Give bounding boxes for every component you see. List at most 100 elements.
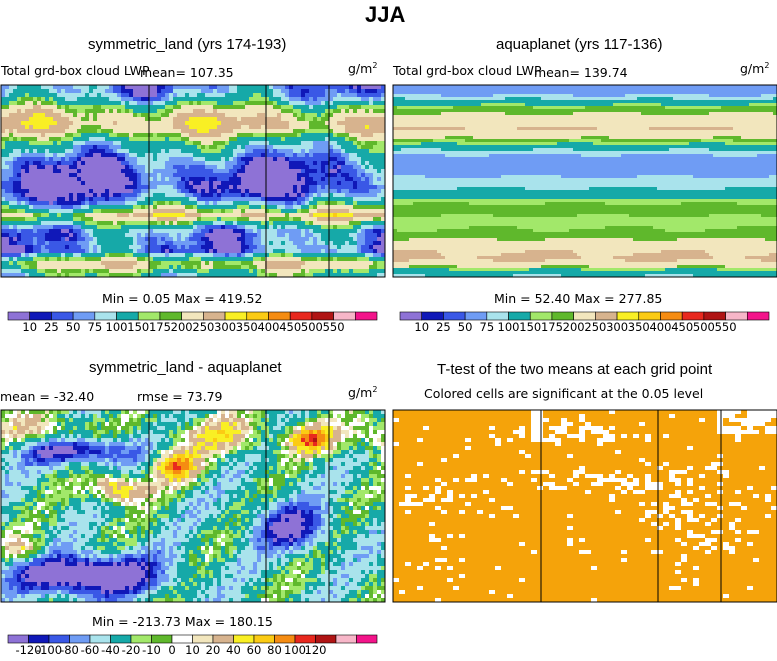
panel1-cell bbox=[21, 137, 25, 141]
panel1-cell bbox=[129, 89, 133, 93]
panel1-cell bbox=[261, 261, 265, 265]
panel1-cell bbox=[113, 265, 117, 269]
panel1-cell bbox=[237, 101, 241, 105]
panel1-cell bbox=[9, 193, 13, 197]
panel2-cell bbox=[489, 88, 493, 91]
panel1-cell bbox=[153, 221, 157, 225]
panel1-cell bbox=[281, 141, 285, 145]
panel1-cell bbox=[261, 253, 265, 257]
panel2-cell bbox=[573, 91, 577, 94]
panel1-cell bbox=[317, 105, 321, 109]
panel1-cell bbox=[245, 241, 249, 245]
panel1-cell bbox=[109, 213, 113, 217]
panel1-cell bbox=[369, 165, 373, 169]
panel1-cell bbox=[317, 201, 321, 205]
panel1-cell bbox=[29, 133, 33, 137]
panel1-cell bbox=[213, 189, 217, 193]
panel1-cell bbox=[1, 253, 5, 257]
panel1-cell bbox=[113, 149, 117, 153]
panel1-cell bbox=[293, 241, 297, 245]
panel1-colorbar-tick-label: 150 bbox=[127, 320, 149, 334]
panel1-cell bbox=[149, 197, 153, 201]
panel1-cell bbox=[213, 169, 217, 173]
panel1-cell bbox=[181, 265, 185, 269]
panel1-cell bbox=[137, 185, 141, 189]
panel1-cell bbox=[305, 257, 309, 261]
panel1-cell bbox=[253, 201, 257, 205]
panel1-cell bbox=[77, 101, 81, 105]
panel1-cell bbox=[49, 117, 53, 121]
panel1-cell bbox=[249, 185, 253, 189]
panel1-cell bbox=[121, 233, 125, 237]
panel2-cell bbox=[653, 91, 657, 94]
panel1-cell bbox=[133, 213, 137, 217]
panel1-cell bbox=[241, 265, 245, 269]
panel1-cell bbox=[57, 273, 61, 277]
panel1-cell bbox=[113, 209, 117, 213]
panel1-cell bbox=[201, 201, 205, 205]
panel1-cell bbox=[133, 229, 137, 233]
panel1-cell bbox=[365, 249, 369, 253]
panel2-cell bbox=[517, 88, 521, 91]
panel1-cell bbox=[261, 241, 265, 245]
panel1-cell bbox=[113, 125, 117, 129]
panel1-cell bbox=[133, 265, 137, 269]
panel1-cell bbox=[1, 197, 5, 201]
panel1-cell bbox=[197, 153, 201, 157]
panel1-cell bbox=[329, 177, 333, 181]
panel1-cell bbox=[45, 173, 49, 177]
panel1-cell bbox=[193, 245, 197, 249]
panel1-cell bbox=[345, 145, 349, 149]
panel2-cell bbox=[421, 85, 425, 88]
panel1-cell bbox=[249, 253, 253, 257]
panel1-cell bbox=[113, 109, 117, 113]
panel1-cell bbox=[133, 237, 137, 241]
panel1-cell bbox=[129, 145, 133, 149]
panel1-cell bbox=[41, 185, 45, 189]
panel1-cell bbox=[345, 137, 349, 141]
panel1-cell bbox=[213, 109, 217, 113]
panel1-cell bbox=[293, 113, 297, 117]
panel1-cell bbox=[349, 181, 353, 185]
panel2-cell bbox=[393, 94, 397, 97]
panel1-cell bbox=[261, 169, 265, 173]
panel1-cell bbox=[357, 257, 361, 261]
panel1-cell bbox=[85, 253, 89, 257]
panel1-cell bbox=[157, 173, 161, 177]
panel1-cell bbox=[21, 245, 25, 249]
panel1-cell bbox=[289, 97, 293, 101]
panel1-cell bbox=[185, 257, 189, 261]
panel1-cell bbox=[89, 273, 93, 277]
panel1-cell bbox=[153, 113, 157, 117]
panel1-cell bbox=[137, 201, 141, 205]
panel1-cell bbox=[125, 201, 129, 205]
panel1-cell bbox=[381, 153, 385, 157]
panel1-cell bbox=[193, 197, 197, 201]
panel1-cell bbox=[197, 201, 201, 205]
panel1-cell bbox=[153, 233, 157, 237]
panel2-cell bbox=[609, 88, 613, 91]
panel1-cell bbox=[317, 153, 321, 157]
panel1-cell bbox=[225, 85, 229, 89]
panel1-cell bbox=[281, 165, 285, 169]
panel1-cell bbox=[269, 173, 273, 177]
panel1-cell bbox=[273, 125, 277, 129]
panel1-cell bbox=[105, 129, 109, 133]
panel1-cell bbox=[217, 257, 221, 261]
panel1-cell bbox=[353, 141, 357, 145]
panel1-cell bbox=[233, 193, 237, 197]
panel1-cell bbox=[181, 185, 185, 189]
panel1-cell bbox=[77, 197, 81, 201]
panel1-cell bbox=[377, 85, 381, 89]
panel1-cell bbox=[297, 221, 301, 225]
panel1-cell bbox=[357, 209, 361, 213]
panel1-cell bbox=[153, 97, 157, 101]
panel1-cell bbox=[113, 113, 117, 117]
panel1-cell bbox=[157, 237, 161, 241]
panel1-cell bbox=[117, 241, 121, 245]
panel1-cell bbox=[189, 85, 193, 89]
panel1-cell bbox=[129, 93, 133, 97]
panel1-cell bbox=[77, 185, 81, 189]
panel1-cell bbox=[33, 117, 37, 121]
panel1-cell bbox=[77, 113, 81, 117]
